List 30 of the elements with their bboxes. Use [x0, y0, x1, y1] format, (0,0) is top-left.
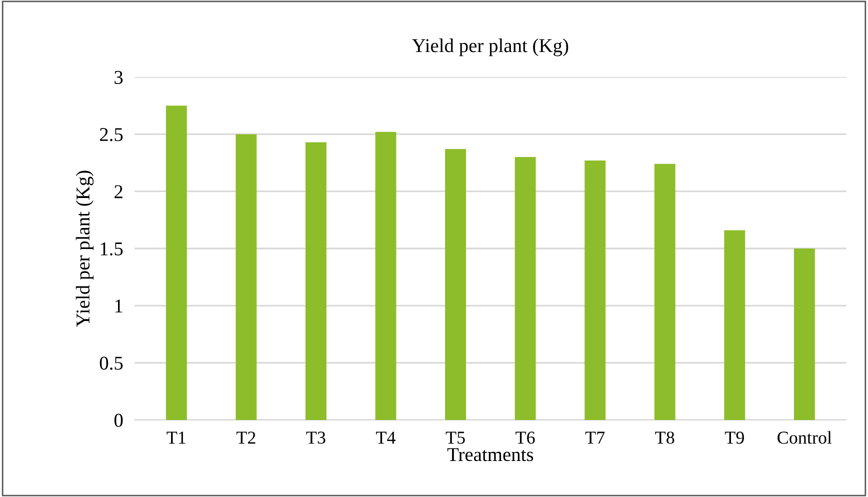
bar	[445, 149, 466, 420]
x-tick-label: T4	[376, 432, 396, 444]
x-axis-title: Treatments	[447, 448, 534, 462]
y-tick-label: 2.5	[100, 128, 123, 142]
y-tick-label: 3	[114, 70, 123, 84]
bar	[794, 248, 815, 420]
bar	[654, 164, 676, 420]
x-tick-label: T1	[166, 432, 186, 444]
bar	[514, 157, 536, 420]
bar	[166, 106, 187, 420]
bar	[236, 134, 257, 420]
x-tick-label: T9	[724, 432, 744, 444]
x-tick-label: T3	[306, 432, 326, 444]
bar	[724, 230, 746, 420]
y-axis-title: Yield per plant (Kg)	[76, 170, 94, 327]
chart-title: Yield per plant (Kg)	[412, 38, 568, 56]
y-tick-label: 0	[114, 414, 123, 427]
x-tick-label: T2	[236, 432, 256, 444]
x-tick-label: T8	[655, 432, 674, 444]
x-tick-label: T5	[446, 432, 465, 444]
x-tick-label: T6	[516, 432, 535, 444]
bar	[375, 132, 396, 420]
x-tick-label: Control	[778, 431, 832, 444]
y-tick-label: 0.5	[100, 356, 123, 370]
bar	[584, 160, 606, 420]
bar	[306, 142, 326, 420]
y-tick-label: 1	[115, 300, 122, 312]
y-tick-label: 1.5	[100, 242, 123, 256]
y-tick-label: 2	[114, 185, 122, 198]
x-tick-label: T7	[585, 432, 605, 444]
